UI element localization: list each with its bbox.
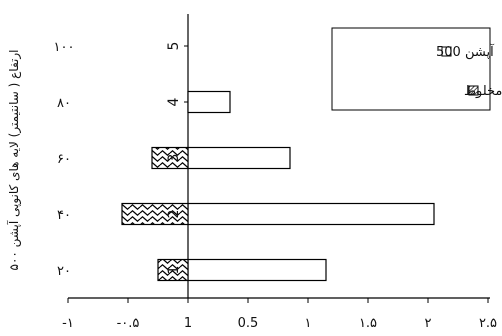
x-tick-label: -۰.۵: [117, 316, 140, 331]
category-inside-label: 2: [166, 210, 182, 219]
x-tick-label: ۱: [305, 316, 312, 331]
category-inside-label: 3: [166, 154, 182, 163]
y-tick-label: ۸۰: [57, 96, 71, 111]
category-inside-labels: 1 2 3 4 5: [166, 42, 182, 275]
y-tick-label: ۱۰۰: [54, 40, 75, 55]
y-tick-label: ۶۰: [57, 152, 71, 167]
bar-plain: [187, 202, 435, 226]
x-tick-label: ۱.۵: [359, 316, 377, 331]
legend-label-mixed: آپشن 500 مخلوط: [464, 82, 502, 99]
category-inside-label: 5: [166, 42, 182, 51]
bar-plain: [187, 146, 291, 170]
x-tick-label: ۲.۵: [479, 316, 497, 331]
x-tick-label: -۱: [62, 316, 74, 331]
x-ticks: -۱ -۰.۵ 1 0.5 ۱ ۱.۵ ۲ ۲.۵: [62, 298, 497, 331]
legend-label-plain: آپشن 500: [436, 43, 495, 60]
x-tick-label: ۲: [425, 316, 432, 331]
x-tick-label: 1: [184, 316, 192, 331]
y-ticks: ۲۰ ۴۰ ۶۰ ۸۰ ۱۰۰: [54, 40, 188, 279]
bars: [121, 90, 435, 282]
bar-plain: [187, 90, 231, 114]
legend-swatch-plain: [441, 46, 452, 57]
legend-box: [331, 27, 491, 111]
y-tick-label: ۴۰: [57, 208, 71, 223]
x-tick-label: 0.5: [238, 316, 259, 331]
y-axis-label: ارتفاع ( سانتیمتر) لایه های کانوپی آپشن …: [6, 50, 22, 271]
bar-plain: [187, 258, 327, 282]
bar-mixed: [151, 146, 189, 170]
bar-mixed: [157, 258, 189, 282]
bar-mixed: [121, 202, 189, 226]
legend-swatch-mixed: [468, 85, 479, 96]
category-inside-label: 1: [166, 266, 182, 275]
y-tick-label: ۲۰: [57, 264, 71, 279]
legend: آپشن 500 آپشن 500 مخلوط: [331, 27, 502, 111]
category-inside-label: 4: [166, 97, 182, 106]
